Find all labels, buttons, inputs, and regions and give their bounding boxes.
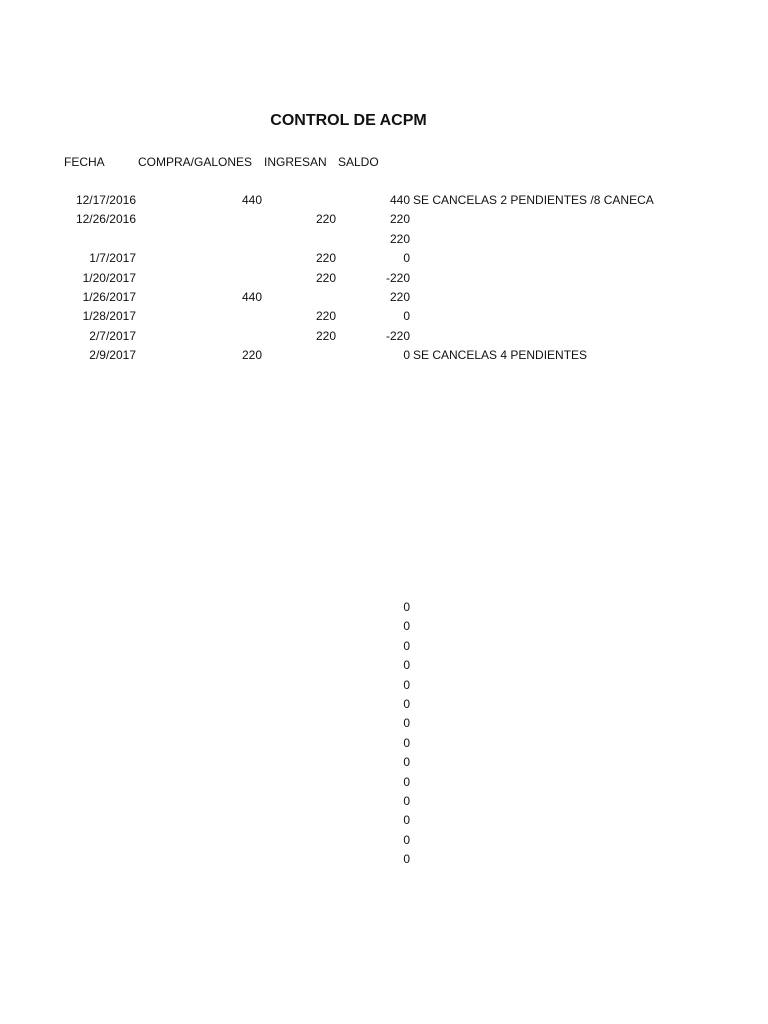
cell-saldo: 440 <box>389 193 410 207</box>
cell-ingresan: 220 <box>315 328 336 343</box>
cell-fecha: 12/26/2016 <box>75 212 136 227</box>
cell-note: SE CANCELAS 4 PENDIENTES <box>413 348 588 363</box>
cell-saldo: 220 <box>389 231 410 246</box>
cell-compra: 440 <box>241 290 262 304</box>
saldo-cell: 0 <box>403 813 410 828</box>
cell-fecha: 1/28/2017 <box>82 309 136 324</box>
saldo-cell: 0 <box>403 755 410 770</box>
saldo-cell: 0 <box>403 735 410 750</box>
cell-fecha: 1/7/2017 <box>89 251 136 266</box>
saldo-cell: 0 <box>403 600 410 614</box>
saldo-cell: 0 <box>403 794 410 808</box>
cell-ingresan: 220 <box>315 251 336 266</box>
cell-ingresan: 220 <box>315 212 336 227</box>
cell-note: SE CANCELAS 2 PENDIENTES /8 CANECA <box>413 193 654 207</box>
saldo-cell: 0 <box>403 619 410 634</box>
cell-ingresan: 220 <box>315 270 336 285</box>
header-saldo: SALDO <box>338 155 379 169</box>
cell-saldo: 220 <box>389 290 410 304</box>
cell-saldo: -220 <box>385 270 410 285</box>
cell-fecha: 1/26/2017 <box>82 290 136 304</box>
header-ingresan: INGRESAN <box>264 155 327 169</box>
cell-saldo: 220 <box>389 212 410 227</box>
cell-saldo: 0 <box>403 309 410 324</box>
cell-ingresan: 220 <box>315 309 336 324</box>
cell-fecha: 2/9/2017 <box>89 348 136 363</box>
saldo-cell: 0 <box>403 832 410 847</box>
cell-fecha: 12/17/2016 <box>75 193 136 207</box>
saldo-cell: 0 <box>403 716 410 731</box>
header-compra: COMPRA/GALONES <box>138 155 253 169</box>
saldo-cell: 0 <box>403 638 410 653</box>
cell-saldo: -220 <box>385 328 410 343</box>
cell-compra: 220 <box>241 348 262 363</box>
saldo-cell: 0 <box>403 774 410 789</box>
cell-fecha: 2/7/2017 <box>89 328 136 343</box>
saldo-cell: 0 <box>403 677 410 692</box>
header-fecha: FECHA <box>64 155 105 169</box>
cell-saldo: 0 <box>403 251 410 266</box>
cell-fecha: 1/20/2017 <box>82 270 136 285</box>
cell-saldo: 0 <box>403 348 410 363</box>
saldo-cell: 0 <box>403 697 410 711</box>
saldo-cell: 0 <box>403 852 410 867</box>
saldo-cell: 0 <box>403 658 410 673</box>
page-title: CONTROL DE ACPM <box>270 112 427 129</box>
cell-compra: 440 <box>241 193 262 207</box>
